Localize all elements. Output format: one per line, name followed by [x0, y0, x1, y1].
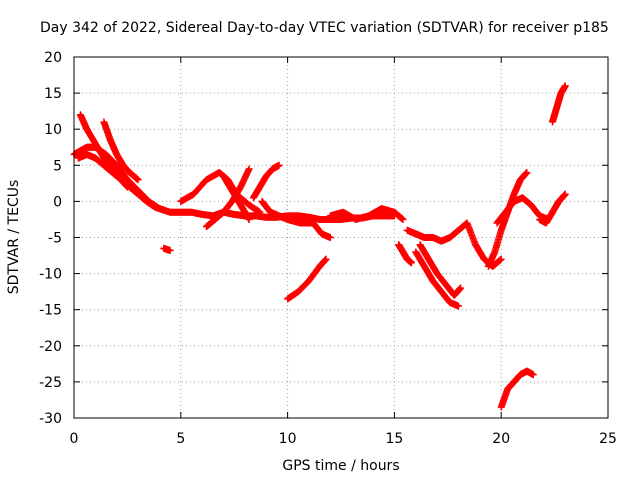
axis-ticks: 0 5 10 15 20 25 -30 -25 -20 -15 -10 -5 0 5 10 15 20 — [39, 50, 617, 447]
data-point — [561, 82, 569, 90]
y-tick-label: 20 — [44, 50, 62, 66]
y-tick-label: -25 — [39, 375, 62, 391]
data-point — [160, 206, 168, 214]
x-tick-label: 5 — [176, 431, 185, 447]
series-trace-k — [284, 255, 330, 303]
x-axis-label: GPS time / hours — [282, 458, 399, 474]
series-trace-p — [416, 241, 465, 299]
data-point — [123, 183, 131, 191]
y-tick-label: 15 — [44, 86, 62, 102]
y-tick-label: -10 — [39, 267, 62, 283]
data-point — [523, 169, 531, 177]
y-tick-label: -20 — [39, 339, 62, 355]
y-axis-label: SDTVAR / TECUs — [6, 180, 22, 295]
x-tick-label: 25 — [599, 431, 617, 447]
data-point — [457, 284, 465, 292]
data-point — [322, 255, 330, 263]
data-point — [256, 208, 264, 216]
series-trace-j — [249, 161, 283, 202]
series-trace-i — [258, 197, 334, 241]
data-point — [529, 371, 537, 379]
series-trace-u — [548, 82, 569, 126]
data-point — [561, 190, 569, 198]
data-point — [454, 302, 462, 310]
y-tick-label: 5 — [53, 158, 62, 174]
data-point — [407, 259, 415, 267]
grid — [74, 57, 608, 418]
data-point — [275, 161, 283, 169]
data-points — [70, 82, 569, 411]
series-trace-h — [220, 172, 253, 223]
data-point — [245, 165, 253, 173]
data-point — [134, 176, 142, 184]
data-point — [326, 234, 334, 241]
y-tick-label: -30 — [39, 411, 62, 427]
series-trace-t — [536, 190, 569, 227]
series-trace-n — [403, 219, 505, 270]
series-trace-s — [497, 367, 537, 411]
series-trace-c — [76, 111, 131, 191]
x-tick-label: 20 — [492, 431, 510, 447]
y-tick-label: 10 — [44, 122, 62, 138]
data-point — [245, 215, 253, 223]
x-tick-label: 10 — [279, 431, 297, 447]
series-trace-e — [160, 244, 174, 254]
x-tick-label: 0 — [70, 431, 79, 447]
series-trace-m — [395, 241, 415, 267]
chart-title: Day 342 of 2022, Sidereal Day-to-day VTE… — [40, 20, 609, 36]
data-point — [166, 246, 174, 254]
series-trace-o — [412, 248, 462, 310]
plot-frame — [73, 56, 609, 419]
series-trace-d — [100, 118, 142, 184]
series-trace-q — [484, 169, 531, 270]
data-point — [497, 255, 505, 263]
x-tick-label: 15 — [385, 431, 403, 447]
data-point — [399, 215, 407, 223]
series-trace-l — [326, 205, 407, 223]
y-tick-label: 0 — [53, 194, 62, 210]
y-tick-label: -5 — [48, 231, 62, 247]
y-tick-label: -15 — [39, 303, 62, 319]
